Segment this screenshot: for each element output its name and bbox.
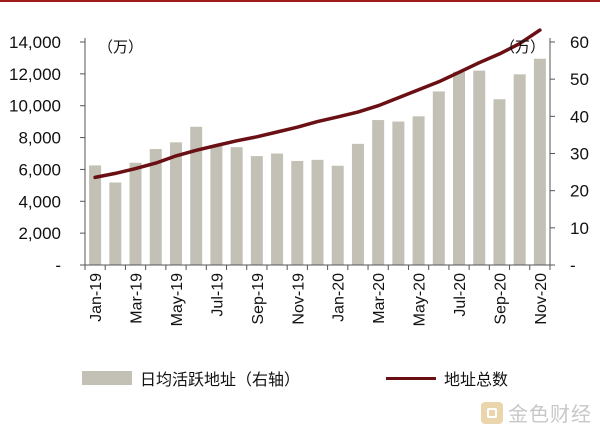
bar-Jan-20 [331, 165, 344, 265]
watermark-logo-icon [481, 401, 503, 424]
top-border-line [0, 0, 600, 2]
x-tick-label: Jul-20 [452, 273, 469, 317]
bar-Oct-19 [271, 153, 284, 265]
bar-Feb-20 [351, 143, 364, 265]
right-tick-label: 20 [570, 182, 589, 201]
watermark-text: 金色财经 [508, 402, 592, 426]
bar-Apr-19 [149, 149, 162, 265]
bar-May-19 [169, 142, 182, 265]
left-tick-label: 8,000 [18, 129, 61, 148]
bar-Mar-20 [372, 120, 385, 265]
legend-label-active-addresses: 日均活跃地址（右轴） [140, 370, 301, 389]
right-tick-label: 30 [570, 145, 589, 164]
legend-label-total-addresses: 地址总数 [444, 370, 509, 389]
bar-Jun-19 [190, 126, 203, 266]
axes [84, 38, 551, 266]
x-tick-label: Mar-20 [371, 273, 388, 324]
bar-Oct-20 [513, 74, 526, 266]
right-tick-label: 50 [570, 70, 589, 89]
bar-May-20 [412, 116, 425, 265]
bar-Nov-20 [533, 58, 546, 265]
bar-Sep-19 [250, 156, 263, 265]
left-tick-label: 2,000 [18, 224, 61, 243]
x-tick-label: May-19 [169, 273, 186, 326]
bar-Jan-19 [89, 165, 102, 265]
total-addresses-line [93, 28, 542, 180]
left-tick-label: 4,000 [18, 192, 61, 211]
x-axis-ticks: Jan-19 Mar-19 May-19 Jul-19 Sep-19 Nov-19 Jan-… [84, 265, 551, 326]
bar-Feb-19 [109, 182, 122, 265]
right-tick-label: 40 [570, 107, 589, 126]
left-tick-label: - [55, 256, 61, 275]
bar-series [89, 58, 546, 266]
bar-Sep-20 [493, 99, 506, 265]
left-tick-label: 10,000 [9, 97, 61, 116]
x-tick-label: Nov-19 [290, 273, 307, 325]
x-tick-label: Sep-20 [492, 273, 509, 325]
line-series [93, 28, 542, 180]
bar-Jul-20 [453, 71, 466, 265]
bar-Jul-19 [210, 146, 223, 265]
right-axis-ticks: - 10 20 30 40 50 60 [550, 33, 589, 275]
legend-bar-swatch [82, 371, 132, 385]
x-tick-label: Sep-19 [250, 273, 267, 325]
right-axis-unit: （万） [500, 38, 545, 56]
legend-line-swatch [386, 376, 436, 380]
watermark: 金色财经 [481, 398, 592, 427]
left-tick-label: 6,000 [18, 160, 61, 179]
x-tick-label: May-20 [412, 273, 429, 326]
x-tick-label: Jan-19 [88, 273, 105, 322]
bar-Aug-19 [230, 147, 243, 265]
right-tick-label: 10 [570, 219, 589, 238]
bar-Apr-20 [392, 121, 405, 265]
bar-Mar-19 [129, 162, 142, 265]
x-tick-label: Mar-19 [129, 273, 146, 324]
legend-item-active-addresses: 日均活跃地址（右轴） [82, 366, 300, 390]
bar-Aug-20 [473, 70, 486, 265]
left-tick-label: 14,000 [9, 33, 61, 52]
bar-Dec-19 [311, 159, 324, 265]
right-tick-label: - [570, 256, 576, 275]
left-tick-label: 12,000 [9, 65, 61, 84]
x-tick-label: Jul-19 [209, 273, 226, 317]
x-tick-label: Jan-20 [331, 273, 348, 322]
legend-item-total-addresses: 地址总数 [386, 366, 508, 390]
legend: 日均活跃地址（右轴） 地址总数 [0, 364, 600, 394]
right-tick-label: 60 [570, 33, 589, 52]
bar-Jun-20 [432, 91, 445, 265]
left-axis-unit: （万） [98, 38, 143, 56]
x-tick-label: Nov-20 [533, 273, 550, 325]
left-axis-ticks: - 2,000 4,000 6,000 8,000 10,000 12,000 14,000 [9, 33, 85, 275]
bar-Nov-19 [291, 160, 304, 265]
